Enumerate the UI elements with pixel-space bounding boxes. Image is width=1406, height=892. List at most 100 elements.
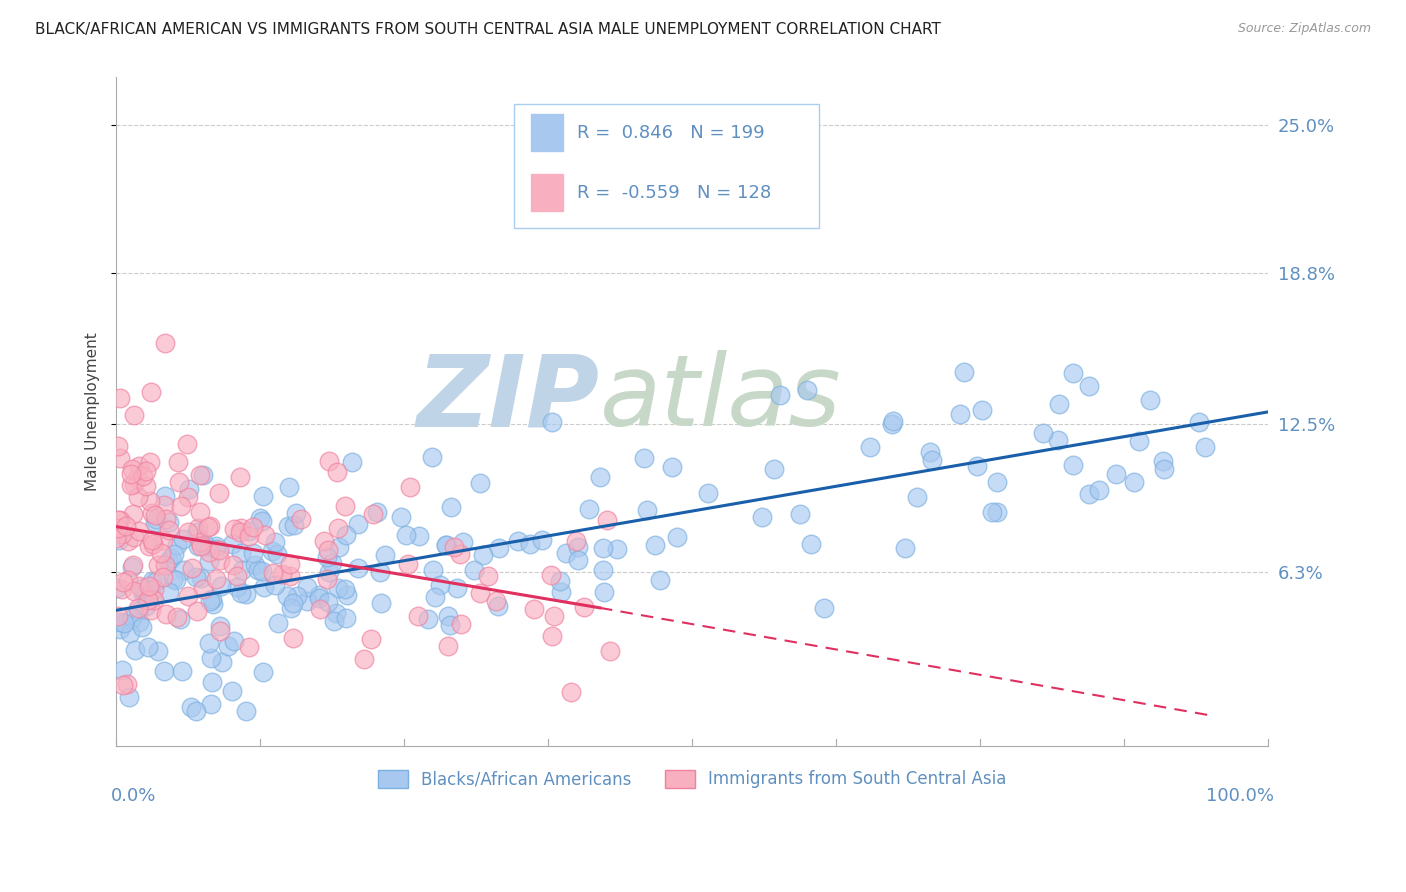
Point xyxy=(253,528,276,542)
Point xyxy=(966,459,988,474)
Text: R =  0.846   N = 199: R = 0.846 N = 199 xyxy=(576,124,765,142)
Point xyxy=(202,597,225,611)
Point xyxy=(451,535,474,549)
Point xyxy=(177,490,200,504)
Point xyxy=(321,556,343,570)
Point xyxy=(316,542,339,557)
Point xyxy=(1128,434,1150,448)
Point xyxy=(198,554,221,568)
Point xyxy=(242,520,264,534)
Point xyxy=(138,454,160,468)
Point xyxy=(882,414,904,428)
Point xyxy=(225,580,247,594)
Point xyxy=(112,615,135,630)
Point xyxy=(297,593,319,607)
Point xyxy=(208,618,231,632)
Point xyxy=(167,475,190,489)
Point xyxy=(111,663,134,677)
Point xyxy=(127,601,149,615)
Point xyxy=(472,548,495,562)
Point xyxy=(247,563,270,577)
Point xyxy=(187,520,209,534)
Point xyxy=(128,615,150,630)
Point xyxy=(136,593,159,607)
Point xyxy=(238,529,260,543)
Point xyxy=(194,539,217,553)
Point xyxy=(132,587,155,601)
Point xyxy=(157,584,180,599)
Point xyxy=(152,569,174,583)
Point xyxy=(166,610,188,624)
Point xyxy=(519,537,541,551)
Point xyxy=(186,704,208,718)
Point xyxy=(661,459,683,474)
Point xyxy=(336,589,359,603)
Point xyxy=(285,506,308,520)
Point xyxy=(157,516,180,530)
Point xyxy=(228,524,250,539)
Point xyxy=(363,508,385,522)
Point xyxy=(644,538,666,552)
Point xyxy=(231,586,253,600)
Point xyxy=(121,560,143,574)
Point xyxy=(143,508,166,523)
Point xyxy=(238,640,260,654)
Point xyxy=(204,539,226,553)
Point xyxy=(179,482,201,496)
Point xyxy=(1152,454,1174,468)
Point xyxy=(316,572,339,586)
Point xyxy=(599,644,621,658)
Y-axis label: Male Unemployment: Male Unemployment xyxy=(86,333,100,491)
Point xyxy=(117,533,139,548)
Point xyxy=(949,407,972,421)
Point xyxy=(193,468,215,483)
Point xyxy=(543,609,565,624)
Point xyxy=(540,415,562,429)
Point xyxy=(541,629,564,643)
Point xyxy=(592,563,614,577)
Point xyxy=(333,500,356,514)
Point xyxy=(952,365,974,379)
Point xyxy=(108,622,131,636)
Point xyxy=(208,553,231,567)
Point xyxy=(108,450,131,465)
Point xyxy=(308,591,330,605)
Point xyxy=(396,557,419,571)
Point xyxy=(1153,461,1175,475)
Point xyxy=(135,464,157,478)
Point xyxy=(242,546,264,560)
Point xyxy=(205,572,228,586)
Point xyxy=(107,581,129,595)
Point xyxy=(506,534,529,549)
Point xyxy=(108,512,131,526)
Point xyxy=(485,594,508,608)
Point xyxy=(880,417,903,431)
Point xyxy=(231,563,253,577)
Point xyxy=(316,595,339,609)
Point xyxy=(366,505,388,519)
Point xyxy=(278,557,301,571)
Point xyxy=(548,574,571,588)
Point xyxy=(980,505,1002,519)
Point xyxy=(243,558,266,572)
Point xyxy=(134,585,156,599)
Point xyxy=(145,512,167,526)
Point xyxy=(224,522,246,536)
Point xyxy=(157,554,180,568)
Point xyxy=(188,467,211,482)
Point xyxy=(170,665,193,679)
Point xyxy=(134,586,156,600)
Point xyxy=(859,440,882,454)
Point xyxy=(666,530,689,544)
Point xyxy=(408,529,430,543)
Point xyxy=(120,626,142,640)
Point xyxy=(335,527,357,541)
Point xyxy=(159,523,181,537)
FancyBboxPatch shape xyxy=(513,104,818,228)
Point xyxy=(295,580,318,594)
Point xyxy=(122,477,145,491)
Point xyxy=(353,651,375,665)
Point xyxy=(176,436,198,450)
Text: R =  -0.559   N = 128: R = -0.559 N = 128 xyxy=(576,184,770,202)
Point xyxy=(1077,487,1099,501)
